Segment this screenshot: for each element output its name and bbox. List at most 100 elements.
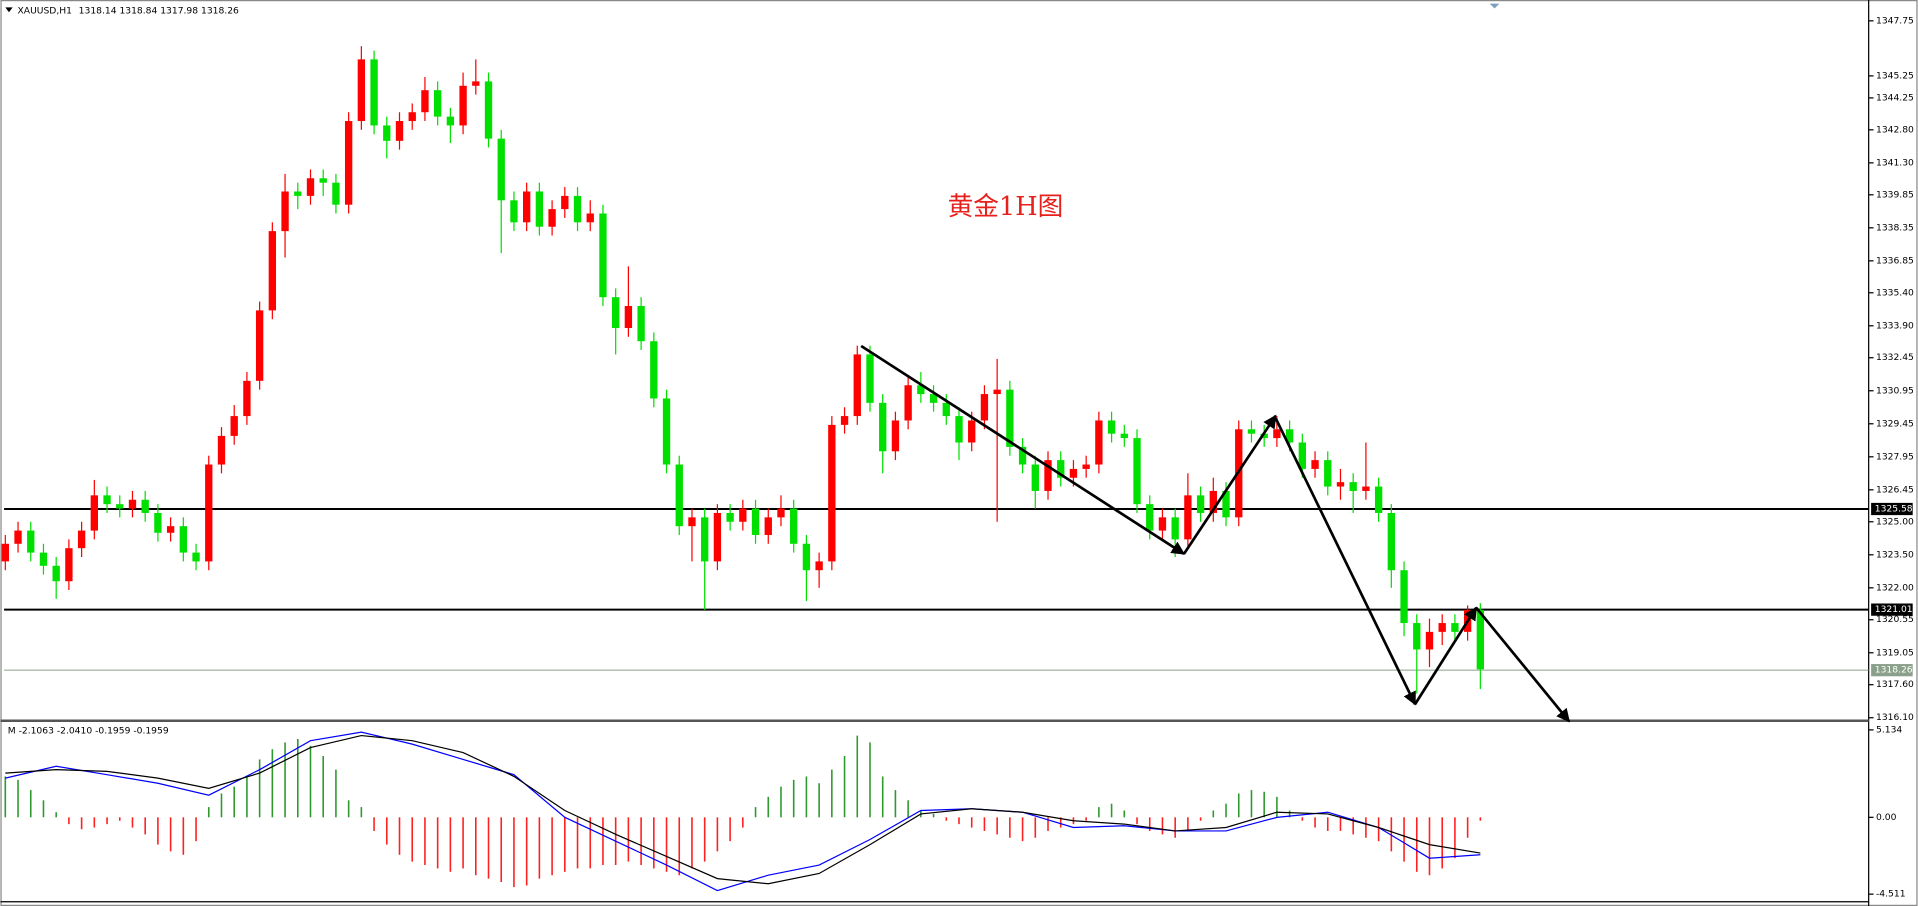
level-tag-label: 1325.58: [1875, 503, 1913, 514]
y-tick-label: 1333.90: [1876, 320, 1914, 331]
candle-body: [1146, 504, 1154, 531]
candle-body: [929, 394, 938, 403]
y-tick-label: 1327.95: [1876, 451, 1914, 462]
candle-body: [319, 178, 327, 183]
candle-body: [370, 59, 378, 126]
y-tick-label: 1339.85: [1876, 189, 1914, 200]
candle-body: [561, 195, 569, 210]
candle-body: [879, 402, 887, 452]
candle-body: [306, 178, 315, 196]
arrow: [1274, 417, 1417, 706]
candle-body: [522, 191, 531, 223]
candle-body: [65, 548, 73, 582]
candle-body: [1425, 631, 1434, 650]
y-tick-label: 1316.10: [1876, 712, 1914, 723]
candle-body: [27, 530, 35, 553]
y-tick-label: 1326.45: [1876, 484, 1914, 495]
candle-body: [116, 504, 124, 509]
candle-body: [1082, 464, 1090, 469]
candle-body: [917, 385, 925, 395]
y-tick-label: 1323.50: [1876, 549, 1914, 560]
candle-body: [662, 398, 671, 465]
candle-body: [840, 416, 849, 425]
y-tick-label: 1329.45: [1876, 418, 1914, 429]
candle-body: [192, 552, 200, 562]
candle-body: [1413, 623, 1421, 650]
y-tick-label: 1317.60: [1876, 679, 1914, 690]
candle-body: [1120, 433, 1128, 439]
candle-body: [1057, 460, 1065, 478]
candle-body: [1260, 433, 1268, 439]
candle-body: [548, 209, 556, 227]
candle-body: [281, 191, 289, 232]
candle-body: [675, 464, 683, 527]
candle-body: [1451, 623, 1459, 632]
y-tick-label: 1320.55: [1876, 614, 1914, 625]
candle-body: [1336, 482, 1345, 487]
y-tick-label: 0.00: [1876, 812, 1897, 823]
candle-body: [128, 499, 137, 509]
candle-body: [535, 191, 544, 227]
candle-body: [904, 385, 912, 421]
candle-body: [942, 402, 950, 417]
candle-body: [802, 543, 811, 571]
y-tick-label: 1347.75: [1876, 15, 1914, 26]
candle-body: [777, 508, 785, 518]
candle-body: [612, 297, 620, 329]
candle-body: [853, 354, 861, 417]
candle-body: [433, 90, 442, 117]
candle-body: [1285, 429, 1294, 443]
candle-body: [1196, 495, 1205, 513]
candle-body: [764, 517, 772, 535]
candle-body: [472, 81, 480, 86]
candle-body: [395, 121, 404, 141]
y-tick-label: 1330.95: [1876, 385, 1914, 396]
candle-body: [1362, 486, 1370, 491]
candle-body: [421, 90, 429, 113]
y-tick-label: 1344.25: [1876, 92, 1914, 103]
y-tick-label: 1325.00: [1876, 516, 1914, 527]
y-tick-label: 1338.35: [1876, 222, 1914, 233]
y-tick-label: 1322.00: [1876, 582, 1914, 593]
candle-body: [357, 59, 366, 122]
symbol-title: XAUUSD,H1: [18, 6, 72, 17]
candle-body: [52, 565, 60, 582]
candle-body: [1107, 420, 1116, 434]
y-tick-label: 1335.40: [1876, 287, 1914, 298]
annotation: 黄金1H图: [948, 192, 1064, 222]
arrow: [1475, 606, 1571, 723]
indicator-line: [5, 734, 1481, 885]
candle-body: [713, 512, 722, 562]
candle-body: [408, 112, 416, 122]
candle-body: [1044, 460, 1052, 491]
candle-body: [383, 125, 391, 141]
candle-body: [1184, 495, 1192, 540]
candle-body: [1095, 420, 1103, 465]
candle-body: [1374, 486, 1383, 513]
candle-body: [1158, 517, 1167, 531]
candle-body: [39, 552, 48, 566]
candle-body: [866, 354, 874, 403]
candle-body: [586, 213, 594, 223]
candle-body: [294, 191, 302, 196]
candle-body: [637, 305, 645, 342]
y-tick-label: -4.511: [1876, 889, 1906, 900]
y-tick-label: 1341.30: [1876, 157, 1914, 168]
level-tag-label: 1318.26: [1875, 665, 1913, 676]
candle-body: [828, 424, 836, 562]
candle-body: [1209, 490, 1217, 513]
candle-body: [1387, 512, 1396, 571]
level-tag: [1871, 502, 1913, 516]
candle-body: [1222, 490, 1230, 518]
candle-body: [726, 512, 734, 522]
candle-body: [650, 341, 658, 399]
indicator-line: [5, 731, 1481, 892]
candle-body: [573, 195, 582, 223]
y-tick-label: 5.134: [1876, 724, 1902, 735]
level-tag: [1871, 664, 1913, 677]
candle-body: [243, 380, 251, 417]
candle-body: [955, 416, 963, 443]
candle-body: [790, 508, 798, 544]
candle-body: [90, 495, 98, 531]
